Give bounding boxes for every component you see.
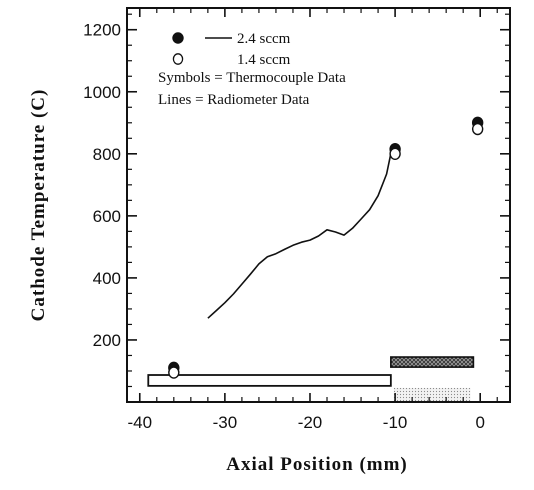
plot-border xyxy=(126,7,511,403)
x-tick-label: -40 xyxy=(127,413,152,432)
x-tick-label: -10 xyxy=(383,413,408,432)
legend-marker-filled xyxy=(172,32,184,44)
legend-marker-open xyxy=(172,53,184,65)
x-tick-label: 0 xyxy=(475,413,484,432)
legend: 2.4 sccm 1.4 sccm Symbols = Thermocouple D… xyxy=(158,31,346,108)
y-tick-label: 400 xyxy=(93,269,121,288)
y-tick-label: 1200 xyxy=(83,21,121,40)
cathode-tube-bar xyxy=(147,374,392,387)
cathode-schematic xyxy=(147,356,475,401)
thermocouple-point-1-4-sccm xyxy=(168,366,180,379)
y-tick-label: 800 xyxy=(93,145,121,164)
thermocouple-point-1-4-sccm xyxy=(471,122,484,136)
y-tick-label: 600 xyxy=(93,207,121,226)
legend-note-symbols: Symbols = Thermocouple Data xyxy=(158,70,346,86)
legend-label-1-4-sccm: 1.4 sccm xyxy=(237,52,291,68)
y-tick-label: 200 xyxy=(93,331,121,350)
series-lines xyxy=(207,153,392,319)
legend-label-2-4-sccm: 2.4 sccm xyxy=(237,31,291,47)
plot-frame xyxy=(126,7,511,403)
x-axis-label: Axial Position (mm) xyxy=(226,454,408,475)
insert-block-dotted xyxy=(393,387,471,401)
legend-note-lines: Lines = Radiometer Data xyxy=(158,92,310,108)
x-tick-label: -20 xyxy=(298,413,323,432)
axis-ticks: -40 -30 -20 -10 0 200 400 600 800 1000 1200 xyxy=(83,8,510,432)
x-tick-label: -30 xyxy=(213,413,238,432)
thermocouple-point-1-4-sccm xyxy=(389,147,401,161)
y-tick-label: 1000 xyxy=(83,83,121,102)
y-axis-label: Cathode Temperature (C) xyxy=(28,89,49,322)
radiometer-line-2-4-sccm xyxy=(207,153,392,319)
insert-block-hatched xyxy=(390,356,475,368)
data-markers xyxy=(168,116,484,379)
